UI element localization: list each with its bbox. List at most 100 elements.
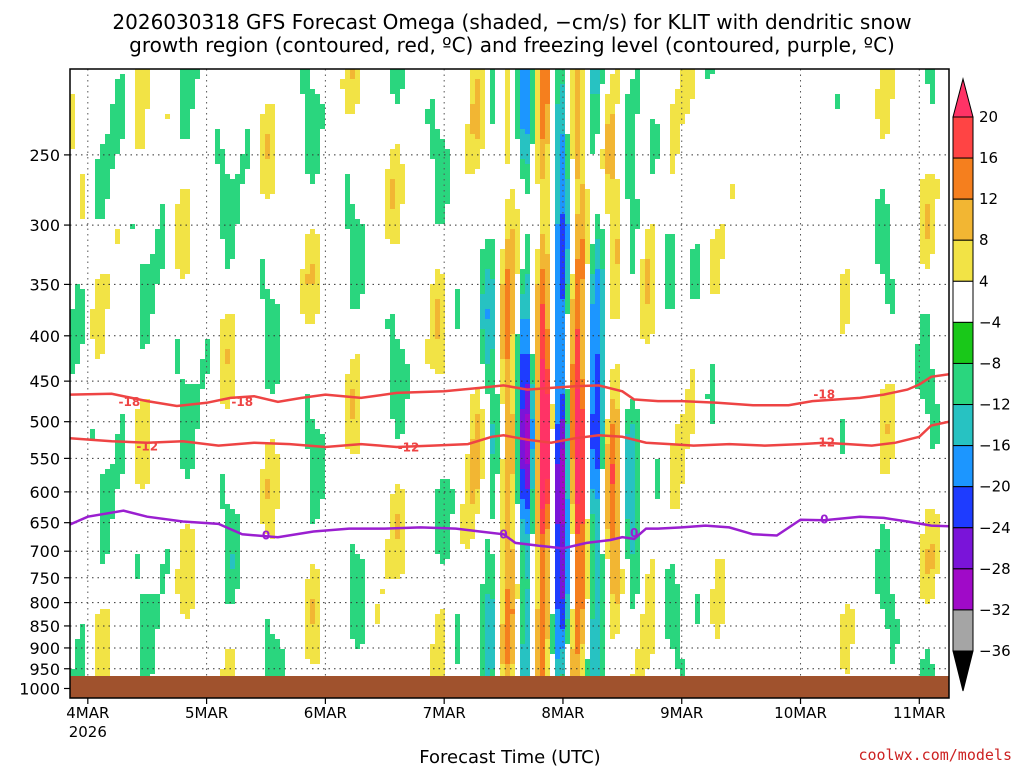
omega-cell	[445, 194, 450, 199]
omega-cell	[630, 199, 635, 204]
omega-cell	[395, 514, 400, 519]
omega-cell	[430, 314, 435, 319]
omega-cell	[265, 194, 270, 199]
omega-cell	[610, 579, 615, 584]
omega-cell	[350, 374, 355, 379]
omega-cell	[525, 334, 530, 339]
omega-cell	[575, 624, 580, 629]
omega-cell	[120, 129, 125, 134]
omega-cell	[245, 149, 250, 154]
omega-cell	[590, 649, 595, 654]
omega-cell	[565, 509, 570, 514]
omega-cell	[315, 234, 320, 239]
omega-cell	[190, 569, 195, 574]
omega-cell	[390, 564, 395, 569]
omega-cell	[175, 349, 180, 354]
omega-cell	[350, 409, 355, 414]
omega-cell	[490, 104, 495, 109]
omega-cell	[480, 249, 485, 254]
omega-cell	[540, 249, 545, 254]
omega-cell	[265, 314, 270, 319]
omega-cell	[580, 459, 585, 464]
omega-cell	[185, 594, 190, 599]
omega-cell	[315, 644, 320, 649]
omega-cell	[610, 74, 615, 79]
omega-cell	[320, 109, 325, 114]
omega-cell	[580, 364, 585, 369]
omega-cell	[530, 404, 535, 409]
omega-cell	[390, 414, 395, 419]
omega-cell	[500, 269, 505, 274]
omega-cell	[625, 439, 630, 444]
omega-cell	[100, 144, 105, 149]
omega-cell	[635, 414, 640, 419]
omega-cell	[480, 264, 485, 269]
omega-cell	[650, 579, 655, 584]
omega-cell	[610, 624, 615, 629]
omega-cell	[220, 319, 225, 324]
omega-cell	[575, 109, 580, 114]
omega-cell	[540, 144, 545, 149]
omega-cell	[95, 324, 100, 329]
omega-cell	[510, 269, 515, 274]
omega-cell	[260, 154, 265, 159]
omega-cell	[190, 429, 195, 434]
omega-cell	[230, 589, 235, 594]
omega-cell	[570, 624, 575, 629]
omega-cell	[180, 194, 185, 199]
omega-cell	[270, 359, 275, 364]
omega-cell	[395, 234, 400, 239]
omega-cell	[185, 89, 190, 94]
omega-cell	[615, 309, 620, 314]
omega-cell	[265, 464, 270, 469]
omega-cell	[300, 299, 305, 304]
omega-cell	[445, 494, 450, 499]
omega-cell	[595, 614, 600, 619]
omega-cell	[540, 449, 545, 454]
omega-cell	[175, 234, 180, 239]
omega-cell	[590, 524, 595, 529]
omega-cell	[100, 344, 105, 349]
omega-cell	[595, 444, 600, 449]
omega-cell	[625, 444, 630, 449]
omega-cell	[480, 409, 485, 414]
omega-cell	[360, 609, 365, 614]
omega-cell	[565, 534, 570, 539]
omega-cell	[265, 364, 270, 369]
omega-cell	[555, 269, 560, 274]
omega-cell	[455, 654, 460, 659]
omega-cell	[650, 249, 655, 254]
omega-cell	[105, 169, 110, 174]
omega-cell	[540, 414, 545, 419]
omega-cell	[590, 79, 595, 84]
omega-cell	[235, 194, 240, 199]
omega-cell	[570, 639, 575, 644]
omega-cell	[110, 164, 115, 169]
omega-cell	[140, 659, 145, 664]
omega-cell	[265, 309, 270, 314]
omega-cell	[560, 219, 565, 224]
omega-cell	[180, 544, 185, 549]
omega-cell	[305, 69, 310, 74]
omega-cell	[440, 339, 445, 344]
omega-cell	[180, 84, 185, 89]
omega-cell	[180, 414, 185, 419]
omega-cell	[350, 629, 355, 634]
omega-cell	[140, 599, 145, 604]
omega-cell	[385, 234, 390, 239]
omega-cell	[600, 424, 605, 429]
omega-cell	[490, 479, 495, 484]
omega-cell	[440, 549, 445, 554]
omega-cell	[310, 649, 315, 654]
omega-cell	[345, 69, 350, 74]
omega-cell	[595, 69, 600, 74]
omega-cell	[595, 284, 600, 289]
omega-cell	[525, 299, 530, 304]
omega-cell	[540, 199, 545, 204]
omega-cell	[350, 574, 355, 579]
omega-cell	[315, 439, 320, 444]
omega-cell	[540, 454, 545, 459]
omega-cell	[275, 654, 280, 659]
omega-cell	[555, 474, 560, 479]
omega-cell	[275, 344, 280, 349]
